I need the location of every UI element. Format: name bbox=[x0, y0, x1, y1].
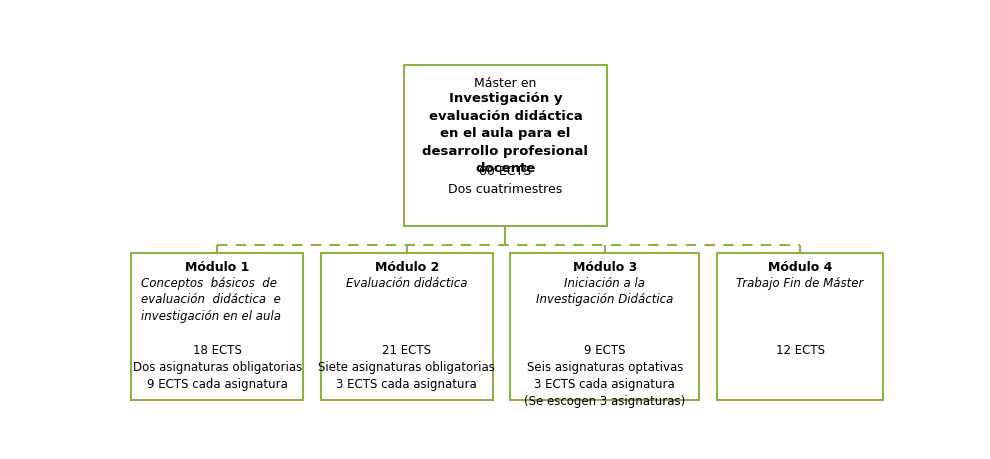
Text: Investigación y
evaluación didáctica
en el aula para el
desarrollo profesional
d: Investigación y evaluación didáctica en … bbox=[423, 92, 588, 175]
FancyBboxPatch shape bbox=[404, 66, 607, 226]
FancyBboxPatch shape bbox=[717, 253, 883, 400]
Text: 18 ECTS
Dos asignaturas obligatorias
9 ECTS cada asignatura: 18 ECTS Dos asignaturas obligatorias 9 E… bbox=[133, 343, 302, 390]
Text: Módulo 4: Módulo 4 bbox=[768, 261, 833, 274]
Text: 21 ECTS
Siete asignaturas obligatorias
3 ECTS cada asignatura: 21 ECTS Siete asignaturas obligatorias 3… bbox=[319, 343, 495, 390]
Text: Módulo 1: Módulo 1 bbox=[185, 261, 249, 274]
FancyBboxPatch shape bbox=[132, 253, 303, 400]
FancyBboxPatch shape bbox=[511, 253, 699, 400]
FancyBboxPatch shape bbox=[321, 253, 493, 400]
Text: Trabajo Fin de Máster: Trabajo Fin de Máster bbox=[737, 276, 863, 289]
Text: Máster en: Máster en bbox=[474, 77, 537, 90]
Text: Iniciación a la
Investigación Didáctica: Iniciación a la Investigación Didáctica bbox=[537, 276, 673, 306]
Text: Módulo 2: Módulo 2 bbox=[374, 261, 439, 274]
Text: 12 ECTS: 12 ECTS bbox=[775, 343, 825, 356]
Text: 9 ECTS
Seis asignaturas optativas
3 ECTS cada asignatura
(Se escogen 3 asignatur: 9 ECTS Seis asignaturas optativas 3 ECTS… bbox=[524, 343, 685, 407]
Text: Módulo 3: Módulo 3 bbox=[572, 261, 637, 274]
Text: Conceptos  básicos  de
evaluación  didáctica  e
investigación en el aula: Conceptos básicos de evaluación didáctic… bbox=[141, 276, 280, 323]
Text: 60 ECTS
Dos cuatrimestres: 60 ECTS Dos cuatrimestres bbox=[448, 165, 562, 196]
Text: Evaluación didáctica: Evaluación didáctica bbox=[346, 276, 467, 289]
